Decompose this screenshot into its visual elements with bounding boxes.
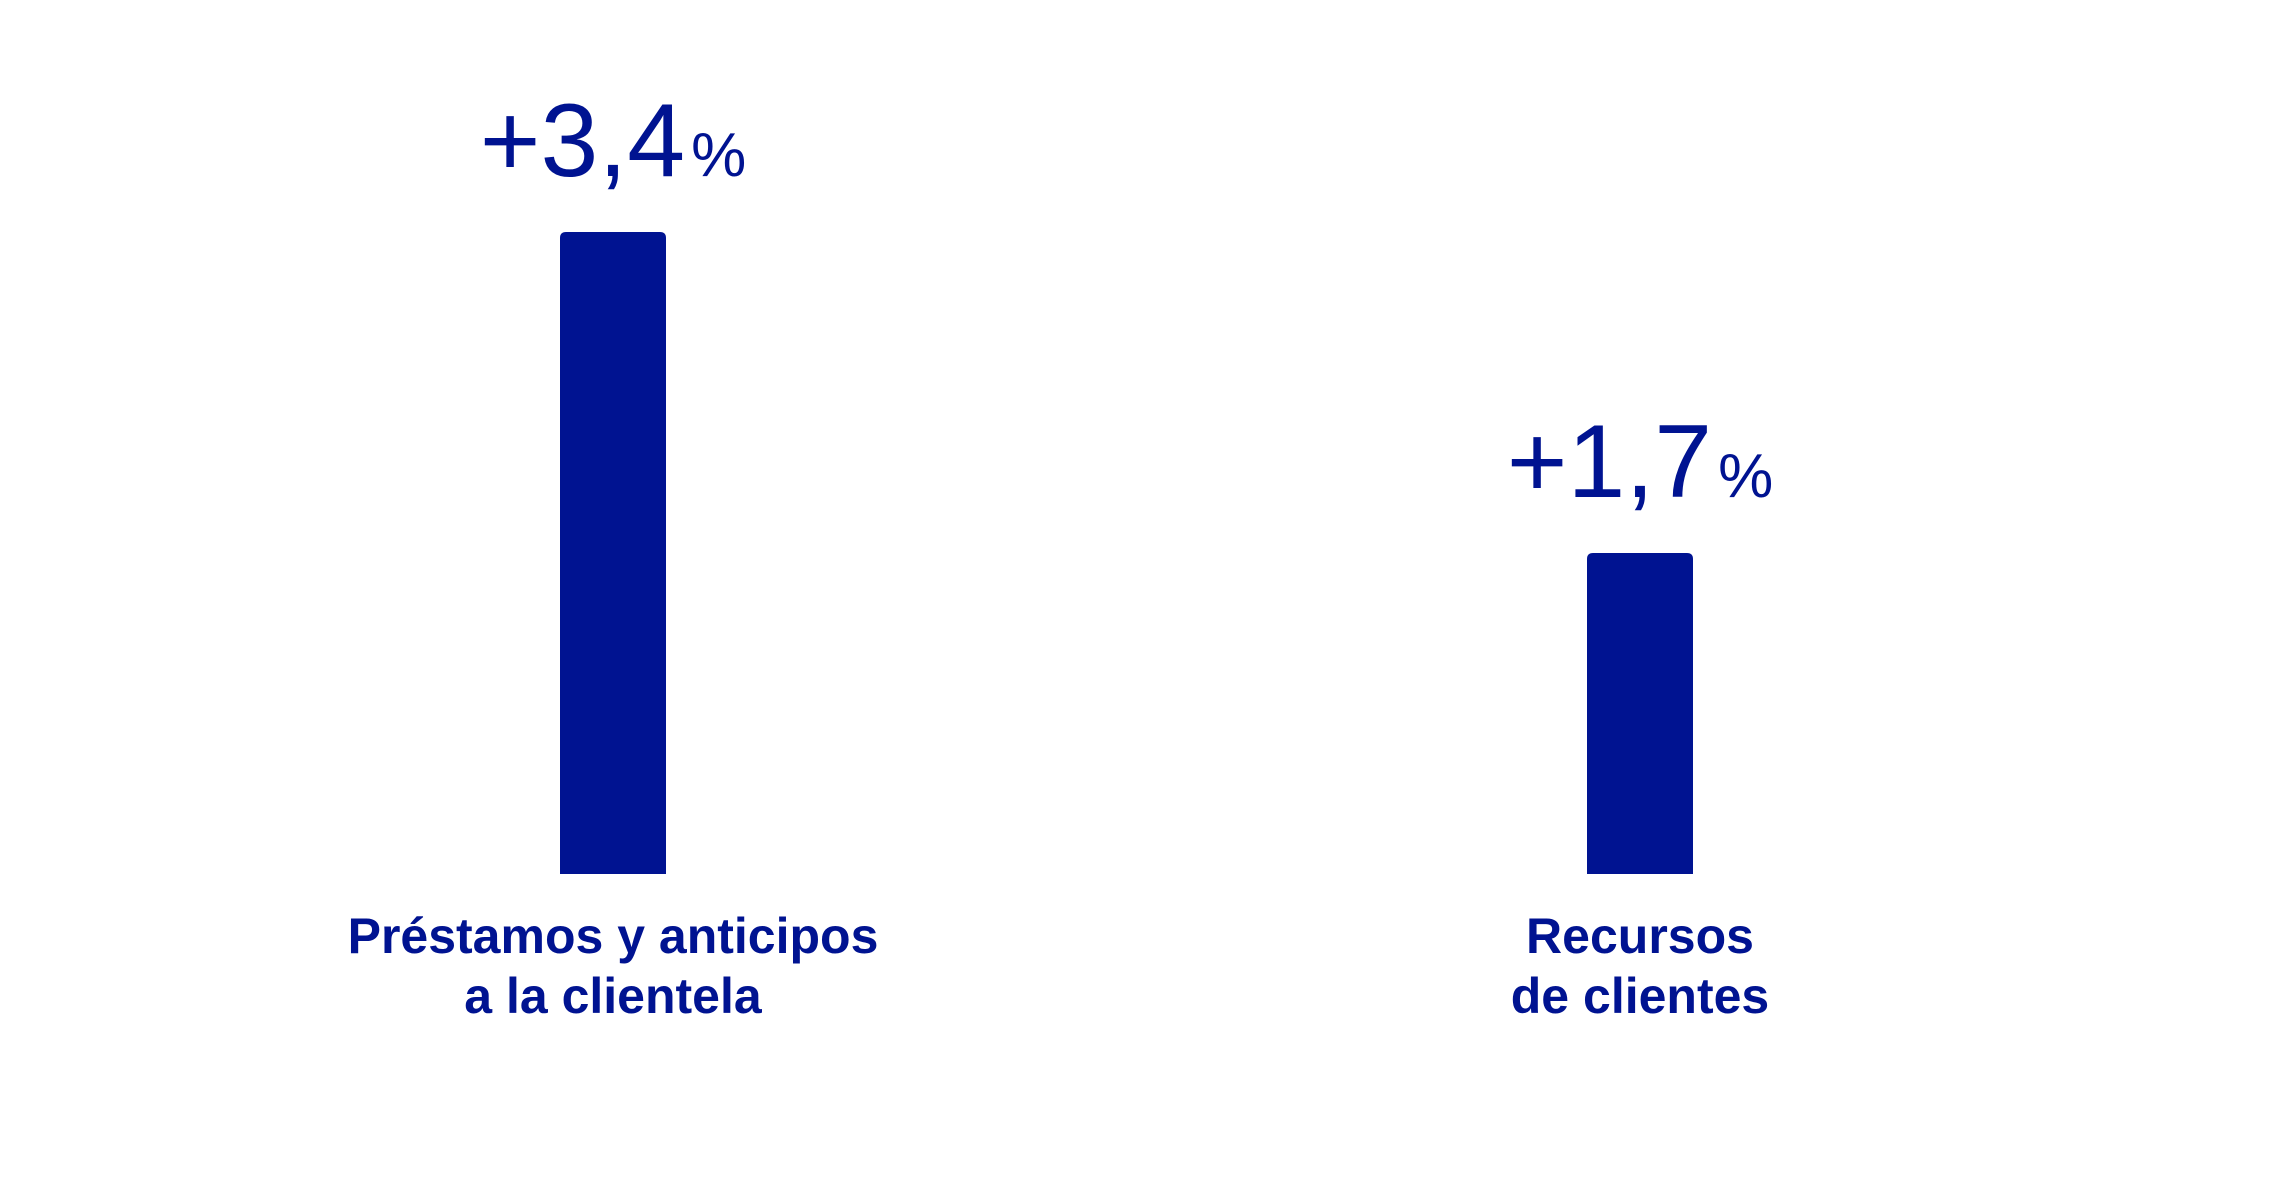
value-label-unit: %: [691, 121, 746, 190]
bar-1: [560, 232, 666, 874]
value-label-2: +1,7%: [1507, 404, 1773, 520]
value-labels-group: +3,4%+1,7%: [480, 83, 1773, 520]
bar-2: [1587, 553, 1693, 874]
category-label-2-line-2: de clientes: [1511, 968, 1769, 1024]
category-label-1-line-2: a la clientela: [464, 968, 763, 1024]
value-label-unit: %: [1718, 442, 1773, 511]
value-label-number: +3,4: [480, 83, 685, 199]
value-label-number: +1,7: [1507, 404, 1712, 520]
category-label-1-line-1: Préstamos y anticipos: [348, 908, 879, 964]
category-label-2-line-1: Recursos: [1526, 908, 1754, 964]
bars-group: [560, 232, 1693, 874]
value-label-1: +3,4%: [480, 83, 746, 199]
